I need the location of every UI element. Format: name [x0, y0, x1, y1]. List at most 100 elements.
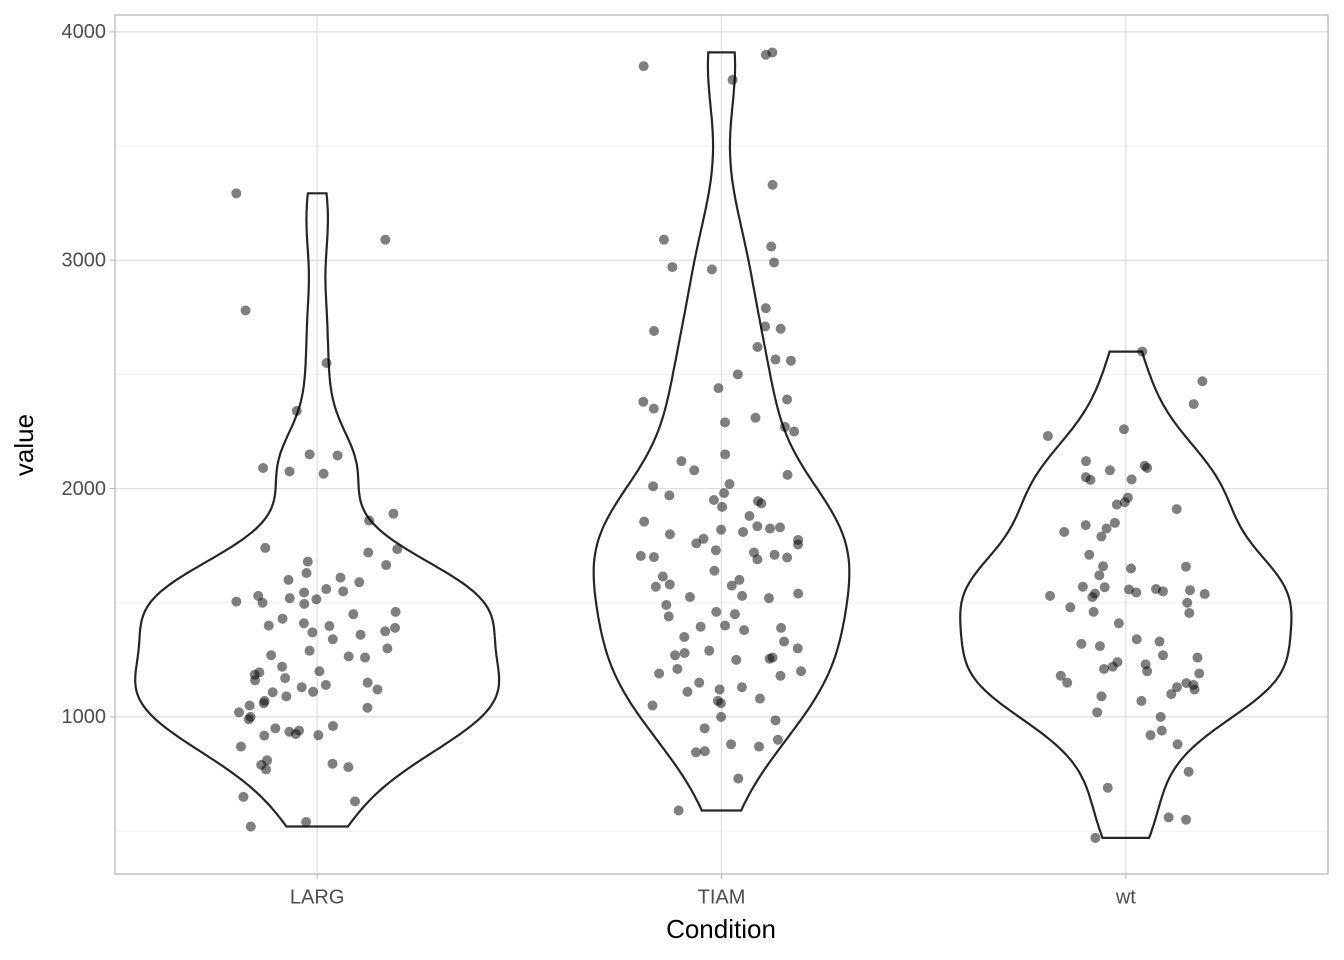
point — [785, 355, 796, 366]
y-tick-label: 4000 — [62, 21, 107, 43]
point — [349, 796, 360, 807]
point — [1131, 587, 1142, 598]
point — [772, 734, 783, 745]
point — [711, 606, 722, 617]
point — [752, 554, 763, 565]
point — [362, 702, 373, 713]
point — [1163, 812, 1174, 823]
point — [1189, 684, 1200, 695]
point — [792, 643, 803, 654]
point — [708, 494, 719, 505]
point — [782, 394, 793, 405]
point — [299, 598, 310, 609]
point — [380, 234, 391, 245]
point — [1142, 463, 1153, 474]
point — [1126, 563, 1137, 574]
panel-border — [114, 14, 1329, 875]
point — [304, 449, 315, 460]
point — [1099, 663, 1110, 674]
point — [689, 465, 700, 476]
point — [283, 574, 294, 585]
point — [1181, 814, 1192, 825]
point — [766, 241, 777, 252]
point — [670, 650, 681, 661]
point — [709, 565, 720, 576]
point — [1055, 670, 1066, 681]
point — [648, 403, 659, 414]
point — [231, 596, 242, 607]
point — [233, 707, 244, 718]
point — [1059, 526, 1070, 537]
point — [1111, 499, 1122, 510]
point — [1118, 424, 1129, 435]
point — [715, 698, 726, 709]
point — [1109, 517, 1120, 528]
point — [327, 634, 338, 645]
point — [327, 758, 338, 769]
point — [769, 549, 780, 560]
point — [733, 773, 744, 784]
point — [754, 741, 765, 752]
point — [752, 521, 763, 532]
point — [770, 354, 781, 365]
point — [647, 700, 658, 711]
point — [1062, 677, 1073, 688]
point — [1188, 399, 1199, 410]
point — [691, 538, 702, 549]
y-tick-label: 1000 — [62, 706, 107, 728]
point — [676, 456, 687, 467]
point — [732, 369, 743, 380]
point — [1185, 585, 1196, 596]
point — [635, 550, 646, 561]
point — [1197, 376, 1208, 387]
point — [695, 621, 706, 632]
point — [1094, 641, 1105, 652]
point — [779, 421, 790, 432]
point — [392, 544, 403, 555]
point — [750, 412, 761, 423]
point — [782, 552, 793, 563]
point — [706, 264, 717, 275]
point — [390, 622, 401, 633]
point — [1080, 520, 1091, 531]
point — [257, 597, 268, 608]
point — [382, 643, 393, 654]
point — [760, 321, 771, 332]
violin — [592, 51, 851, 812]
point — [649, 326, 660, 337]
violin — [134, 192, 501, 828]
point — [679, 631, 690, 642]
point — [296, 682, 307, 693]
x-tick-label: wt — [1115, 886, 1136, 908]
point — [1182, 597, 1193, 608]
point — [1171, 504, 1182, 515]
point — [661, 600, 672, 611]
point — [1077, 581, 1088, 592]
point — [699, 746, 710, 757]
y-axis-title: value — [9, 414, 39, 476]
point — [1131, 634, 1142, 645]
point — [335, 572, 346, 583]
point — [1084, 549, 1095, 560]
point — [672, 663, 683, 674]
point — [263, 620, 274, 631]
point — [782, 469, 793, 480]
point — [694, 677, 705, 688]
point — [793, 588, 804, 599]
point — [738, 526, 749, 537]
point — [324, 621, 335, 632]
x-tick-label: LARG — [290, 886, 344, 908]
point — [260, 542, 271, 553]
point — [355, 629, 366, 640]
point — [320, 679, 331, 690]
point — [318, 468, 329, 479]
point — [1156, 725, 1167, 736]
point — [1094, 570, 1105, 581]
point — [713, 383, 724, 394]
point — [1101, 523, 1112, 534]
point — [284, 466, 295, 477]
point — [364, 515, 375, 526]
point — [298, 618, 309, 629]
point — [348, 609, 359, 620]
